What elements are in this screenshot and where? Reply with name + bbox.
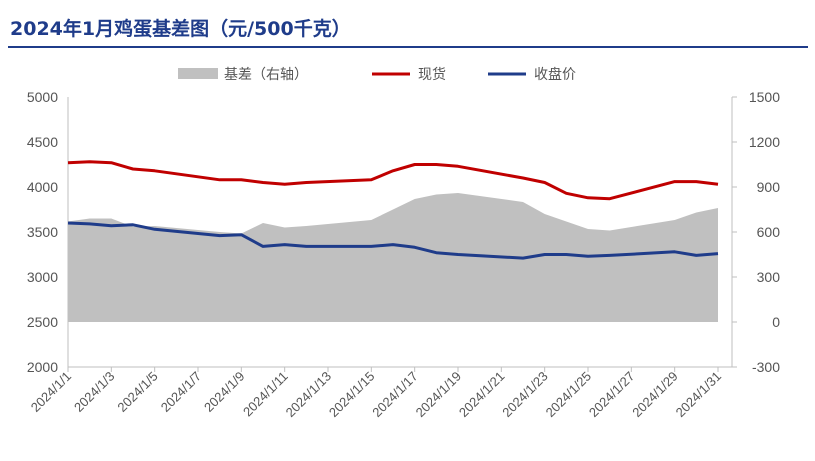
x-tick-label: 2024/1/27 bbox=[586, 369, 638, 421]
x-tick-label: 2024/1/1 bbox=[28, 369, 74, 415]
spot-price-line bbox=[67, 160, 719, 201]
x-tick-label: 2024/1/23 bbox=[499, 369, 551, 421]
left-tick-label: 2000 bbox=[27, 359, 58, 375]
legend-label: 基差（右轴） bbox=[224, 66, 308, 83]
right-tick-label: -300 bbox=[752, 359, 780, 375]
x-tick-label: 2024/1/19 bbox=[413, 369, 465, 421]
price-lines-layer bbox=[67, 160, 719, 260]
x-tick-label: 2024/1/31 bbox=[673, 369, 725, 421]
left-axis-ticks: 2000 2500 3000 3500 4000 4500 5000 bbox=[27, 89, 58, 375]
x-tick-label: 2024/1/3 bbox=[71, 369, 117, 415]
x-tick-label: 2024/1/21 bbox=[456, 369, 508, 421]
legend-label: 现货 bbox=[418, 66, 446, 83]
legend-swatch-basis bbox=[178, 68, 218, 79]
right-axis-ticks: -300 0 300 600 900 1200 1500 bbox=[732, 89, 780, 375]
x-axis-ticks: 2024/1/12024/1/32024/1/52024/1/72024/1/9… bbox=[28, 367, 724, 420]
left-tick-label: 2500 bbox=[27, 314, 58, 330]
left-tick-label: 4500 bbox=[27, 134, 58, 150]
x-tick-label: 2024/1/29 bbox=[629, 369, 681, 421]
x-tick-label: 2024/1/17 bbox=[369, 369, 421, 421]
x-tick-label: 2024/1/7 bbox=[158, 369, 204, 415]
x-tick-label: 2024/1/5 bbox=[114, 369, 160, 415]
chart-title: 2024年1月鸡蛋基差图（元/500千克） bbox=[10, 18, 351, 40]
right-tick-label: 900 bbox=[757, 179, 781, 195]
x-tick-label: 2024/1/11 bbox=[240, 369, 291, 420]
right-tick-label: 0 bbox=[772, 314, 780, 330]
right-tick-label: 1500 bbox=[749, 89, 780, 105]
x-tick-label: 2024/1/15 bbox=[326, 369, 378, 421]
left-tick-label: 3000 bbox=[27, 269, 58, 285]
right-tick-label: 300 bbox=[757, 269, 781, 285]
legend: 基差（右轴） 现货 收盘价 bbox=[178, 66, 576, 83]
basis-area-layer bbox=[68, 193, 718, 322]
left-tick-label: 4000 bbox=[27, 179, 58, 195]
left-tick-label: 5000 bbox=[27, 89, 58, 105]
right-tick-label: 600 bbox=[757, 224, 781, 240]
basis-area bbox=[68, 193, 718, 322]
left-tick-label: 3500 bbox=[27, 224, 58, 240]
title-underline bbox=[8, 46, 808, 48]
closing-price-line bbox=[67, 221, 719, 260]
x-tick-label: 2024/1/25 bbox=[543, 369, 595, 421]
x-tick-label: 2024/1/13 bbox=[283, 369, 335, 421]
right-tick-label: 1200 bbox=[749, 134, 780, 150]
legend-label: 收盘价 bbox=[534, 66, 576, 83]
